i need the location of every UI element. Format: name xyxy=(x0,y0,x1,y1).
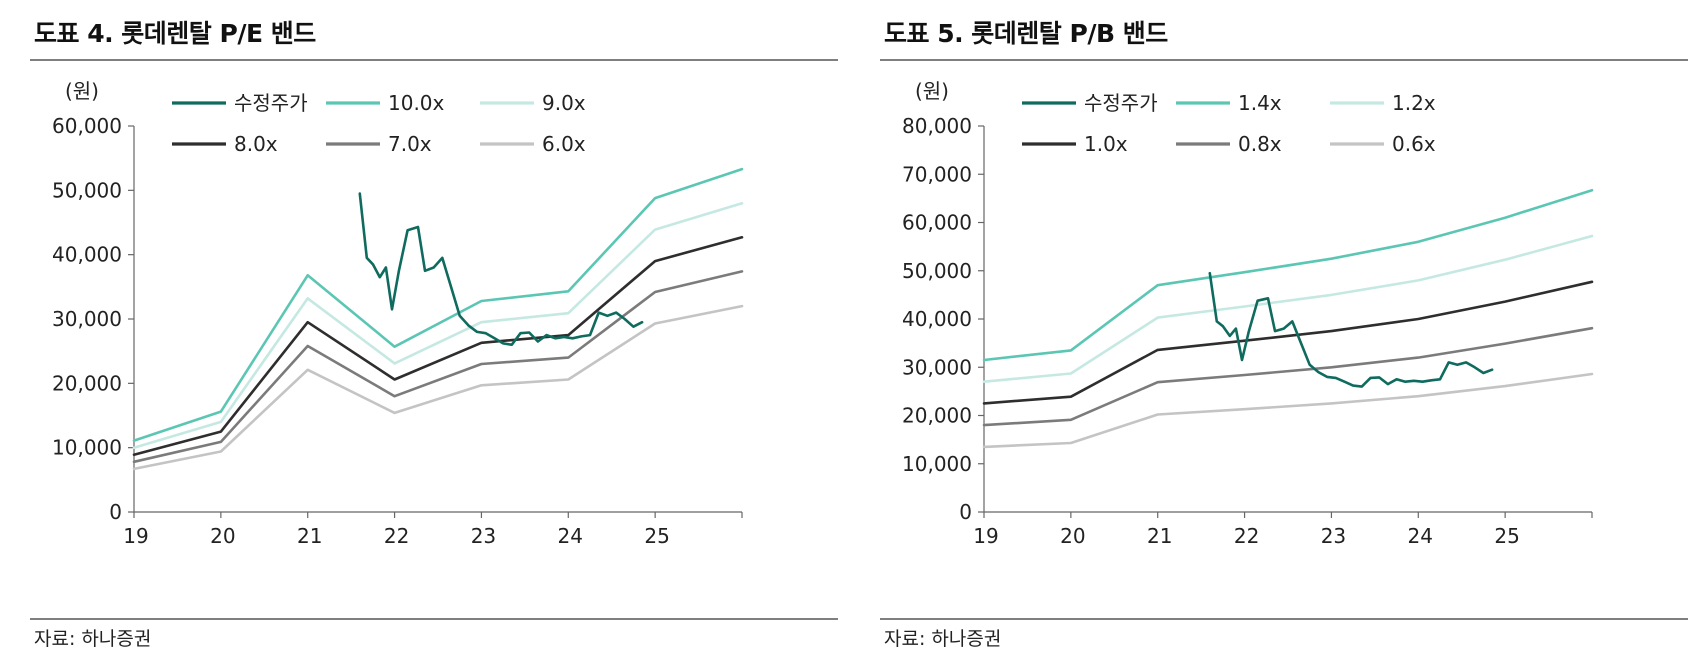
y-tick-label: 30,000 xyxy=(902,355,972,379)
y-tick-label: 20,000 xyxy=(52,371,122,395)
pe-band-panel: 도표 4. 롯데렌탈 P/E 밴드 (원) 0 10,000 20,000 30,000… xyxy=(30,0,868,662)
legend-label: 1.2x xyxy=(1392,91,1436,115)
series-line-1.4x xyxy=(982,188,1594,362)
pb-band-chart: (원) 0 10,000 20,000 30,000 40,000 50,000 60,000… xyxy=(902,79,1594,548)
legend-label: 8.0x xyxy=(234,132,278,156)
legend-label: 1.4x xyxy=(1238,91,1282,115)
legend-label: 0.6x xyxy=(1392,132,1436,156)
legend-label: 6.0x xyxy=(542,132,586,156)
source-note: 자료: 하나증권 xyxy=(884,628,1002,650)
x-tick-label: 21 xyxy=(297,524,322,548)
series-line-수정주가 xyxy=(358,192,644,347)
x-tick-label: 24 xyxy=(558,524,583,548)
x-tick-label: 19 xyxy=(973,524,998,548)
figure-title: 도표 5. 롯데렌탈 P/B 밴드 xyxy=(884,19,1168,48)
x-tick-label: 22 xyxy=(1234,524,1259,548)
legend-label: 수정주가 xyxy=(1084,91,1158,115)
legend-label: 10.0x xyxy=(388,91,445,115)
y-tick-label: 0 xyxy=(109,500,122,524)
figure-title: 도표 4. 롯데렌탈 P/E 밴드 xyxy=(34,19,316,48)
y-tick-label: 40,000 xyxy=(52,243,122,267)
source-rule xyxy=(880,618,1688,620)
y-tick-label: 50,000 xyxy=(902,259,972,283)
legend-label: 수정주가 xyxy=(234,91,308,115)
series-line-6.0x xyxy=(132,304,744,471)
y-tick-label: 50,000 xyxy=(52,178,122,202)
legend-label: 7.0x xyxy=(388,132,432,156)
y-tick-label: 40,000 xyxy=(902,307,972,331)
source-note: 자료: 하나증권 xyxy=(34,628,152,650)
y-tick-label: 80,000 xyxy=(902,114,972,138)
x-tick-label: 21 xyxy=(1147,524,1172,548)
series-line-0.8x xyxy=(982,326,1594,427)
title-rule xyxy=(30,59,838,61)
title-rule xyxy=(880,59,1688,61)
x-tick-label: 20 xyxy=(1060,524,1085,548)
series-line-0.6x xyxy=(982,372,1594,449)
y-tick-label: 20,000 xyxy=(902,404,972,428)
y-tick-label: 10,000 xyxy=(52,436,122,460)
series-line-1.2x xyxy=(982,234,1594,384)
series-line-8.0x xyxy=(132,236,744,457)
x-tick-label: 24 xyxy=(1408,524,1433,548)
series-line-10.0x xyxy=(132,167,744,442)
series-line-7.0x xyxy=(132,270,744,464)
x-tick-label: 23 xyxy=(471,524,496,548)
source-rule xyxy=(30,618,838,620)
y-tick-label: 0 xyxy=(959,500,972,524)
y-axis-label: (원) xyxy=(915,79,949,103)
y-tick-label: 60,000 xyxy=(52,114,122,138)
y-tick-label: 10,000 xyxy=(902,452,972,476)
series-line-1.0x xyxy=(982,280,1594,405)
x-tick-label: 23 xyxy=(1321,524,1346,548)
y-tick-label: 30,000 xyxy=(52,307,122,331)
y-tick-label: 60,000 xyxy=(902,211,972,235)
x-tick-label: 22 xyxy=(384,524,409,548)
series-line-9.0x xyxy=(132,201,744,450)
y-axis-label: (원) xyxy=(65,79,99,103)
pb-band-panel: 도표 5. 롯데렌탈 P/B 밴드 (원) 0 10,000 20,000 30,000… xyxy=(880,0,1696,662)
x-tick-label: 19 xyxy=(123,524,148,548)
series-line-수정주가 xyxy=(1208,271,1494,388)
pe-band-chart: (원) 0 10,000 20,000 30,000 40,000 50,000 60,000… xyxy=(52,79,744,548)
legend-label: 9.0x xyxy=(542,91,586,115)
x-tick-label: 20 xyxy=(210,524,235,548)
y-tick-label: 70,000 xyxy=(902,162,972,186)
legend-label: 1.0x xyxy=(1084,132,1128,156)
legend-label: 0.8x xyxy=(1238,132,1282,156)
x-tick-label: 25 xyxy=(1494,524,1519,548)
x-tick-label: 25 xyxy=(644,524,669,548)
